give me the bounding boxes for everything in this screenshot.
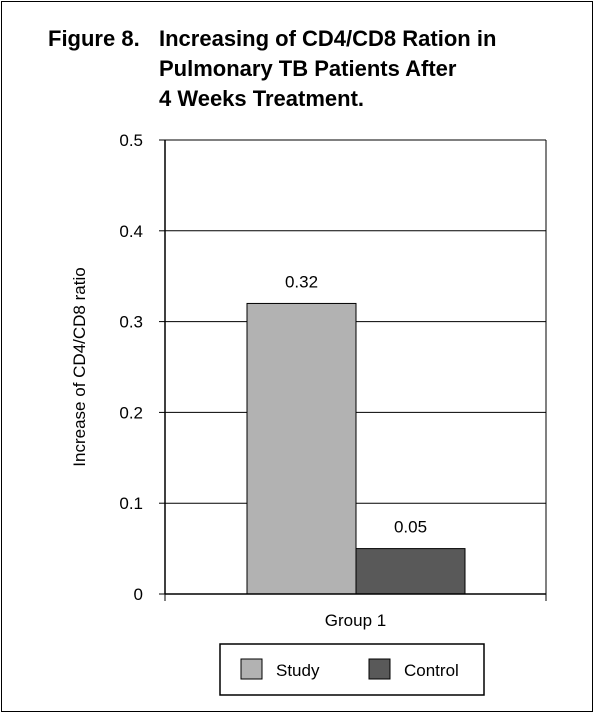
y-tick-label: 0.5 bbox=[119, 131, 143, 150]
y-tick-label: 0.4 bbox=[119, 222, 143, 241]
figure-label: Figure 8. bbox=[48, 26, 140, 51]
y-tick-label: 0.1 bbox=[119, 494, 143, 513]
bar-control bbox=[355, 548, 466, 595]
y-tick-label: 0.2 bbox=[119, 403, 143, 422]
legend-swatch-study bbox=[240, 658, 263, 680]
legend-label-control: Control bbox=[404, 661, 459, 680]
bars bbox=[246, 302, 466, 595]
bar-study bbox=[246, 302, 357, 595]
title-line-2: Pulmonary TB Patients After bbox=[159, 56, 457, 81]
y-tick-label: 0 bbox=[134, 585, 143, 604]
y-axis-label: Increase of CD4/CD8 ratio bbox=[70, 267, 89, 466]
legend: Study Control bbox=[219, 643, 485, 696]
title-line-1: Increasing of CD4/CD8 Ration in bbox=[159, 26, 497, 51]
labels: 0 0.1 0.2 0.3 0.4 0.5 0.32 0.05 Group 1 Increase … bbox=[70, 131, 427, 630]
title-line-3: 4 Weeks Treatment. bbox=[159, 86, 365, 111]
legend-label-study: Study bbox=[276, 661, 320, 680]
y-tick-label: 0.3 bbox=[119, 313, 143, 332]
x-tick-label: Group 1 bbox=[325, 611, 386, 630]
legend-swatch-control bbox=[368, 658, 391, 680]
axes bbox=[159, 139, 547, 601]
data-label-study: 0.32 bbox=[285, 272, 318, 291]
data-label-control: 0.05 bbox=[394, 518, 427, 537]
legend-box bbox=[219, 643, 485, 696]
